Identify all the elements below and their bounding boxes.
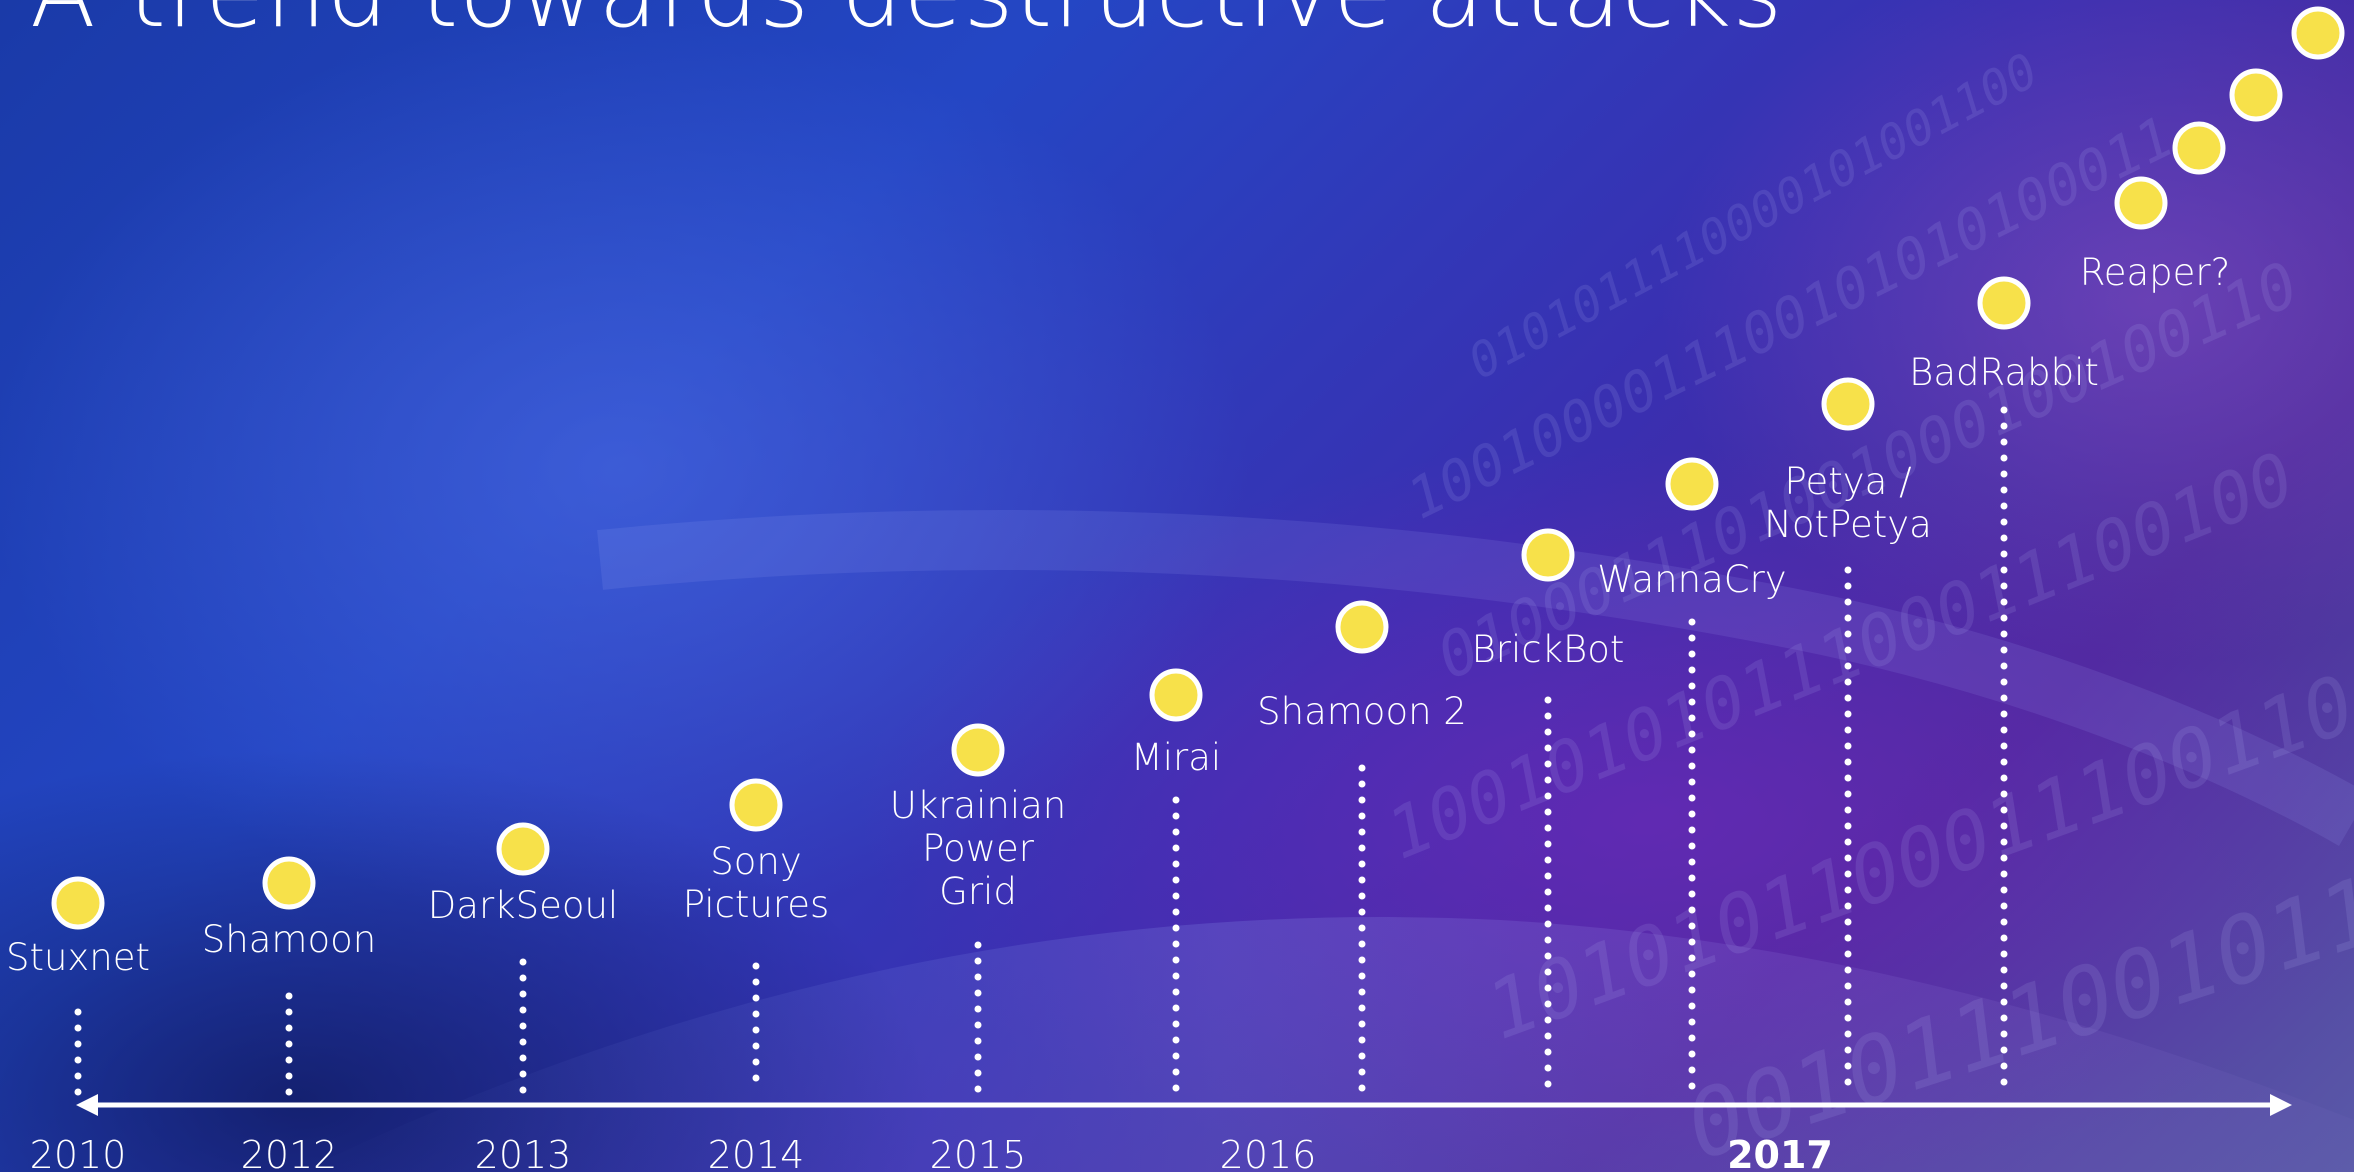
event-label-line: DarkSeoul [428,884,618,927]
event-label-wannacry: WannaCry [1597,558,1786,601]
future-dot [2229,68,2283,122]
event-dot-stuxnet [51,876,105,930]
timeline-axis [76,1094,2292,1116]
year-labels: 2010 2012 2013 2014 2015 2016 2017 [30,1133,1833,1172]
axis-arrow-left [76,1094,98,1116]
year-label-2014: 2014 [708,1133,805,1172]
event-dot-ukrainian-power-grid [951,723,1005,777]
event-label-line: Sony [710,840,801,883]
event-label-ukrainian-power-grid: Ukrainian Power Grid [890,784,1067,913]
event-label-mirai: Mirai [1131,736,1221,779]
event-dot-brickbot [1521,528,1575,582]
future-label-reaper: Reaper? [2080,251,2231,294]
event-dot-petya-notpetya [1821,377,1875,431]
future-markers: Reaper? [2080,6,2345,294]
event-label-line: NotPetya [1764,503,1932,546]
slide-title: A trend towards destructive attacks [30,0,1783,48]
year-label-2012: 2012 [241,1133,338,1172]
event-dot-darkseoul [496,822,550,876]
event-markers: Stuxnet Shamoon DarkSeoul Sony Pictures Ukrai… [6,276,2099,979]
event-stems [74,406,2008,1097]
event-label-line: Stuxnet [6,936,150,979]
event-label-line: Shamoon [202,918,376,961]
event-label-shamoon: Shamoon [202,918,376,961]
year-label-2010: 2010 [30,1133,127,1172]
event-label-shamoon-2: Shamoon 2 [1257,690,1467,733]
future-dot [2172,121,2226,175]
future-dot [2291,6,2345,60]
event-label-line: BrickBot [1472,628,1625,671]
event-dot-wannacry [1665,457,1719,511]
event-label-line: Shamoon 2 [1257,690,1467,733]
year-label-2017: 2017 [1727,1133,1833,1172]
event-label-line: Grid [939,870,1017,913]
event-label-line: WannaCry [1597,558,1786,601]
event-dot-badrabbit [1977,276,2031,330]
event-label-sony-pictures: Sony Pictures [683,840,830,926]
event-dot-shamoon-2 [1335,600,1389,654]
event-label-line: Mirai [1131,736,1221,779]
event-label-petya-notpetya: Petya / NotPetya [1764,460,1932,546]
axis-arrow-right [2270,1094,2292,1116]
event-dot-sony-pictures [729,778,783,832]
event-label-brickbot: BrickBot [1472,628,1625,671]
event-label-badrabbit: BadRabbit [1909,351,2099,394]
event-label-stuxnet: Stuxnet [6,936,150,979]
year-label-2015: 2015 [930,1133,1027,1172]
year-label-2013: 2013 [475,1133,572,1172]
event-dot-shamoon [262,856,316,910]
event-label-line: BadRabbit [1909,351,2099,394]
event-label-line: Pictures [683,883,830,926]
event-label-line: Ukrainian [890,784,1067,827]
year-label-2016: 2016 [1220,1133,1317,1172]
event-label-line: Petya / [1784,460,1911,503]
future-dot [2114,176,2168,230]
event-label-line: Power [922,827,1035,870]
event-label-darkseoul: DarkSeoul [428,884,618,927]
event-dot-mirai [1149,668,1203,722]
